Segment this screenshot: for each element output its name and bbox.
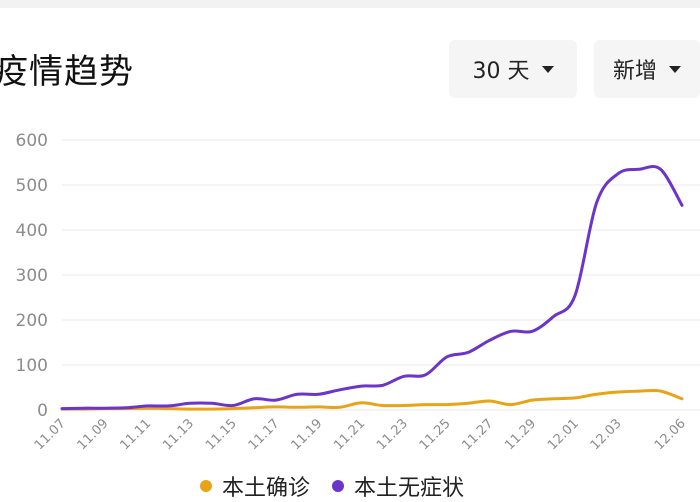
x-tick-label: 11.13 [160,416,197,453]
top-divider-strip [0,0,700,8]
legend-item-local-confirmed[interactable]: 本土确诊 [200,470,310,502]
x-tick-label: 11.27 [459,416,496,453]
chart-legend: 本土确诊 本土无症状 [200,470,464,502]
x-tick-label: 11.21 [331,416,368,453]
y-tick-label: 400 [16,221,48,241]
y-tick-label: 600 [16,131,48,151]
caret-down-icon [669,65,681,73]
series-line-local-confirmed [60,389,684,411]
legend-label-local-asymptomatic: 本土无症状 [354,476,465,501]
x-tick-label: 11.09 [75,416,112,453]
y-tick-label: 200 [16,311,48,331]
legend-item-local-asymptomatic[interactable]: 本土无症状 [332,470,464,502]
x-tick-label: 11.25 [417,416,454,453]
range-dropdown-label: 30 天 [472,59,530,84]
y-tick-label: 300 [16,266,48,286]
legend-label-local-confirmed: 本土确诊 [222,476,311,501]
mode-dropdown-label: 新增 [612,59,657,84]
page-title: 疫情趋势 [0,52,134,92]
y-tick-label: 500 [16,176,48,196]
caret-down-icon [541,65,554,73]
x-tick-label: 12.03 [588,416,625,453]
range-dropdown[interactable]: 30 天 [449,40,577,98]
x-tick-label: 11.29 [502,416,539,453]
x-tick-label: 11.11 [117,416,154,453]
x-tick-label: 12.01 [545,416,582,453]
legend-dot-local-confirmed [200,480,212,492]
y-tick-label: 100 [16,356,48,376]
x-tick-label: 11.23 [374,416,411,453]
x-tick-label: 11.07 [32,416,69,453]
x-tick-label: 11.19 [288,416,325,453]
mode-dropdown[interactable]: 新增 [594,40,700,98]
x-tick-label: 11.17 [246,416,283,453]
series-line-local-asymptomatic [60,164,684,411]
y-tick-label: 0 [37,401,48,421]
legend-dot-local-asymptomatic [332,480,345,492]
x-tick-label: 11.15 [203,416,240,453]
x-tick-label: 12.06 [652,416,689,453]
